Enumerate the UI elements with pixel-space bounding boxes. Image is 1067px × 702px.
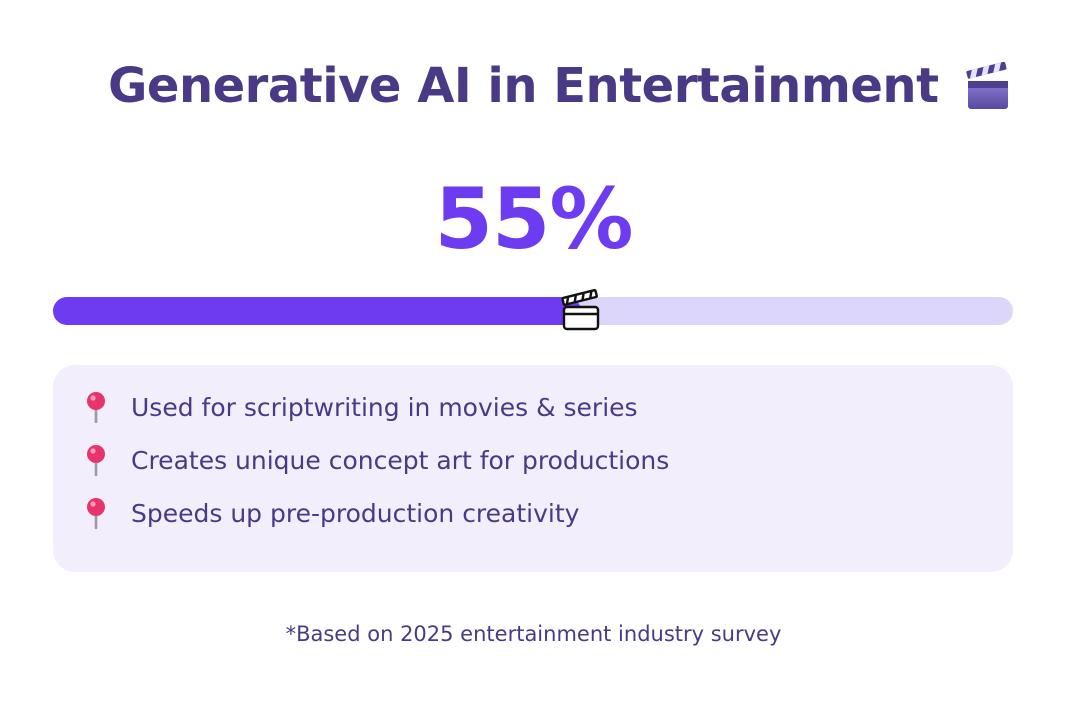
list-item: Speeds up pre-production creativity	[83, 497, 580, 530]
fact-text: Speeds up pre-production creativity	[131, 498, 580, 528]
round-pushpin-icon	[83, 444, 109, 477]
clapper-board-icon	[559, 288, 603, 333]
page-title: Generative AI in Entertainment	[108, 58, 939, 114]
list-item: Creates unique concept art for productio…	[83, 444, 670, 477]
progress-bar	[53, 288, 1013, 331]
fact-text: Used for scriptwriting in movies & serie…	[131, 392, 638, 422]
progress-fill	[53, 297, 581, 325]
fact-text: Creates unique concept art for productio…	[131, 445, 670, 475]
facts-panel: Used for scriptwriting in movies & serie…	[53, 365, 1013, 572]
percent-value: 55%	[434, 170, 633, 268]
footnote: *Based on 2025 entertainment industry su…	[285, 622, 782, 646]
list-item: Used for scriptwriting in movies & serie…	[83, 391, 638, 424]
round-pushpin-icon	[83, 497, 109, 530]
title-row: Generative AI in Entertainment	[108, 58, 1011, 114]
round-pushpin-icon	[83, 391, 109, 424]
clapper-board-icon	[965, 61, 1011, 111]
